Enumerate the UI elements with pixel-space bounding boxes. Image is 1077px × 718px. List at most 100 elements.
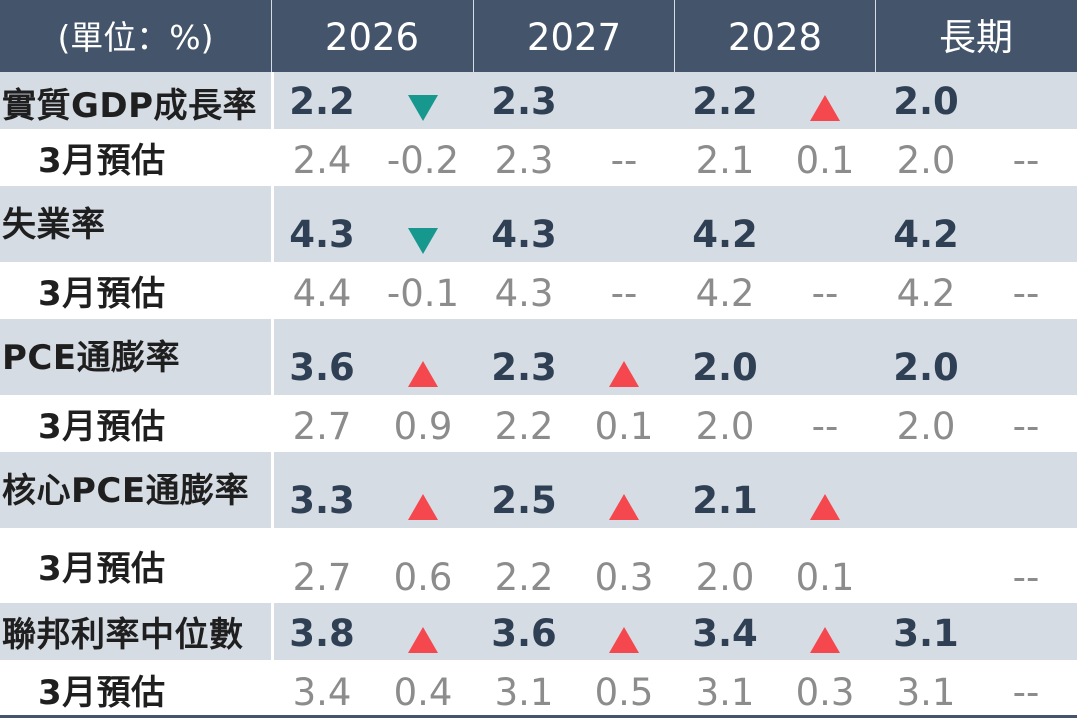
estimate-cell: 2.1 — [695, 139, 755, 182]
estimate-cell: 2.2 — [494, 556, 554, 599]
row-divider — [271, 319, 274, 395]
change-cell: -- — [1012, 405, 1040, 448]
row-divider — [271, 603, 274, 660]
change-cell: 0.5 — [594, 671, 654, 714]
row-label: 聯邦利率中位數 — [2, 615, 244, 655]
estimate-label: 3月預估 — [38, 407, 166, 447]
up-triangle-icon — [809, 493, 841, 521]
table-row-main — [0, 603, 1077, 660]
table-row-main — [0, 319, 1077, 395]
value-cell: 2.2 — [692, 80, 758, 123]
table-row-estimate — [0, 262, 1077, 319]
header-divider — [875, 0, 876, 72]
estimate-cell: 2.0 — [695, 405, 755, 448]
table-row-main — [0, 72, 1077, 129]
header-divider — [473, 0, 474, 72]
unit-label: (單位：%) — [57, 18, 214, 57]
header-divider — [271, 0, 272, 72]
estimate-cell: 3.4 — [292, 671, 352, 714]
estimate-label: 3月預估 — [38, 673, 166, 713]
change-cell: 0.6 — [393, 556, 453, 599]
value-cell: 4.3 — [491, 213, 557, 256]
estimate-cell: 2.7 — [292, 405, 352, 448]
row-divider — [271, 452, 274, 528]
estimate-cell: 2.7 — [292, 556, 352, 599]
row-label: PCE通膨率 — [2, 338, 181, 378]
table-row-estimate — [0, 528, 1077, 603]
value-cell: 2.0 — [893, 346, 959, 389]
row-label: 核心PCE通膨率 — [2, 471, 250, 511]
estimate-cell: 4.2 — [695, 272, 755, 315]
estimate-cell: 4.4 — [292, 272, 352, 315]
change-cell: 0.3 — [594, 556, 654, 599]
value-cell: 3.1 — [893, 612, 959, 655]
value-cell: 2.5 — [491, 479, 557, 522]
change-cell: 0.1 — [795, 556, 855, 599]
change-cell: -- — [610, 272, 638, 315]
estimate-cell: 2.4 — [292, 139, 352, 182]
estimate-label: 3月預估 — [38, 274, 166, 314]
estimate-cell: 4.3 — [494, 272, 554, 315]
value-cell: 4.3 — [289, 213, 355, 256]
table-bottom-border — [0, 715, 1077, 718]
header-divider — [674, 0, 675, 72]
value-cell: 2.2 — [289, 80, 355, 123]
change-cell: -- — [1012, 272, 1040, 315]
value-cell: 3.6 — [491, 612, 557, 655]
year-header-long-run: 長期 — [939, 16, 1013, 59]
value-cell: 3.3 — [289, 479, 355, 522]
up-triangle-icon — [407, 360, 439, 388]
estimate-cell: 3.1 — [494, 671, 554, 714]
up-triangle-icon — [809, 626, 841, 654]
change-cell: -0.2 — [386, 139, 460, 182]
change-cell: 0.1 — [594, 405, 654, 448]
value-cell: 2.3 — [491, 80, 557, 123]
estimate-cell: 2.0 — [695, 556, 755, 599]
value-cell: 3.4 — [692, 612, 758, 655]
table-row-main — [0, 186, 1077, 262]
year-header-2028: 2028 — [727, 16, 823, 59]
change-cell: -- — [1012, 139, 1040, 182]
year-header-2026: 2026 — [324, 16, 420, 59]
estimate-label: 3月預估 — [38, 141, 166, 181]
change-cell: 0.9 — [393, 405, 453, 448]
up-triangle-icon — [809, 94, 841, 122]
up-triangle-icon — [608, 493, 640, 521]
estimate-cell: 3.1 — [896, 671, 956, 714]
down-triangle-icon — [407, 227, 439, 255]
change-cell: -- — [811, 272, 839, 315]
change-cell: -- — [1012, 671, 1040, 714]
change-cell: -- — [811, 405, 839, 448]
change-cell: 0.3 — [795, 671, 855, 714]
change-cell: -0.1 — [386, 272, 460, 315]
value-cell: 2.1 — [692, 479, 758, 522]
estimate-cell: 2.3 — [494, 139, 554, 182]
estimate-cell: 3.1 — [695, 671, 755, 714]
value-cell: 2.3 — [491, 346, 557, 389]
value-cell: 3.8 — [289, 612, 355, 655]
estimate-label: 3月預估 — [38, 549, 166, 589]
value-cell: 2.0 — [692, 346, 758, 389]
estimate-cell: 2.2 — [494, 405, 554, 448]
down-triangle-icon — [407, 94, 439, 122]
year-header-2027: 2027 — [526, 16, 622, 59]
estimate-cell: 4.2 — [896, 272, 956, 315]
change-cell: 0.1 — [795, 139, 855, 182]
value-cell: 3.6 — [289, 346, 355, 389]
up-triangle-icon — [407, 626, 439, 654]
row-divider — [271, 72, 274, 129]
table-header: (單位：%) 2026 2027 2028 長期 — [0, 0, 1077, 72]
estimate-cell: 2.0 — [896, 139, 956, 182]
change-cell: -- — [1012, 556, 1040, 599]
up-triangle-icon — [608, 360, 640, 388]
value-cell: 4.2 — [692, 213, 758, 256]
table-row-estimate — [0, 395, 1077, 452]
up-triangle-icon — [608, 626, 640, 654]
value-cell: 4.2 — [893, 213, 959, 256]
row-label: 實質GDP成長率 — [2, 86, 258, 126]
estimate-cell: 2.0 — [896, 405, 956, 448]
table-row-estimate — [0, 129, 1077, 186]
table-row-main — [0, 452, 1077, 528]
table-row-estimate — [0, 660, 1077, 715]
